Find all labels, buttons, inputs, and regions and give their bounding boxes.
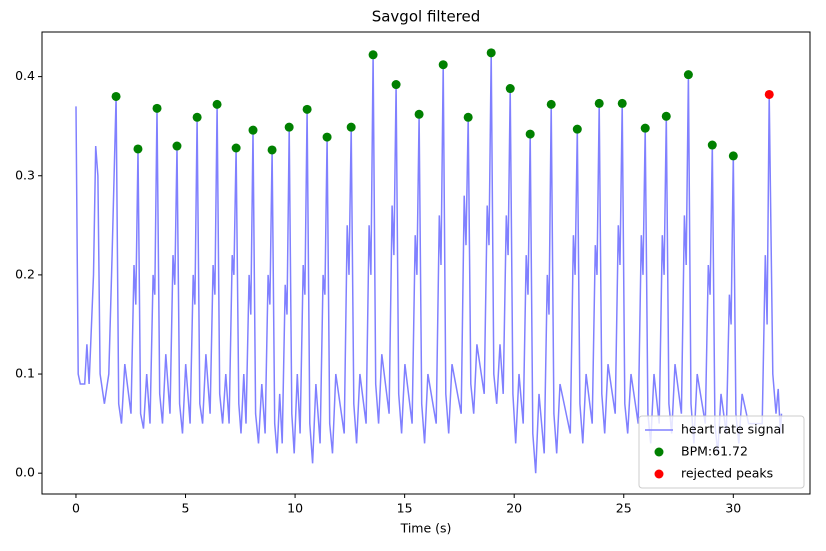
- x-tick-label: 5: [182, 501, 190, 516]
- peak-point: [391, 80, 401, 90]
- peak-point: [111, 91, 121, 101]
- peak-point: [322, 132, 332, 142]
- y-tick-label: 0.3: [15, 167, 35, 182]
- legend-swatch: [654, 447, 664, 457]
- peak-point: [683, 70, 693, 80]
- peak-point: [640, 123, 650, 133]
- peak-point: [152, 103, 162, 113]
- peak-point: [764, 89, 774, 99]
- peak-point: [728, 151, 738, 161]
- peak-point: [661, 111, 671, 121]
- peak-point: [212, 99, 222, 109]
- legend-swatch: [654, 469, 664, 479]
- peak-point: [172, 141, 182, 151]
- x-tick-label: 20: [506, 501, 522, 516]
- peak-point: [546, 99, 556, 109]
- peak-point: [414, 109, 424, 119]
- peak-point: [284, 122, 294, 132]
- peak-point: [486, 48, 496, 58]
- peak-point: [505, 84, 515, 94]
- x-tick-label: 0: [72, 501, 80, 516]
- legend-box: [638, 415, 805, 489]
- legend-label: heart rate signal: [681, 422, 785, 437]
- plot-frame: [41, 31, 811, 495]
- y-tick-label: 0.4: [15, 68, 35, 83]
- peak-point: [617, 98, 627, 108]
- x-tick-label: 25: [616, 501, 632, 516]
- y-tick-label: 0.0: [15, 465, 35, 480]
- x-tick-label: 10: [287, 501, 303, 516]
- peak-point: [463, 112, 473, 122]
- peak-point: [572, 124, 582, 134]
- x-tick-label: 15: [397, 501, 413, 516]
- peak-point: [302, 104, 312, 114]
- x-tick-label: 30: [725, 501, 741, 516]
- peak-point: [192, 112, 202, 122]
- legend-label: rejected peaks: [681, 466, 773, 481]
- peak-point: [594, 98, 604, 108]
- chart-title: Savgol filtered: [372, 8, 481, 26]
- peak-point: [438, 60, 448, 70]
- legend-label: BPM:61.72: [681, 444, 748, 459]
- x-axis-label: Time (s): [400, 521, 452, 536]
- signal-line: [75, 52, 783, 474]
- peak-point: [267, 145, 277, 155]
- y-tick-label: 0.2: [15, 266, 35, 281]
- peak-point: [707, 140, 717, 150]
- y-tick-label: 0.1: [15, 366, 35, 381]
- peak-point: [248, 125, 258, 135]
- peak-point: [133, 144, 143, 154]
- peak-point: [368, 50, 378, 60]
- peak-point: [346, 122, 356, 132]
- peak-point: [231, 143, 241, 153]
- peak-point: [525, 129, 535, 139]
